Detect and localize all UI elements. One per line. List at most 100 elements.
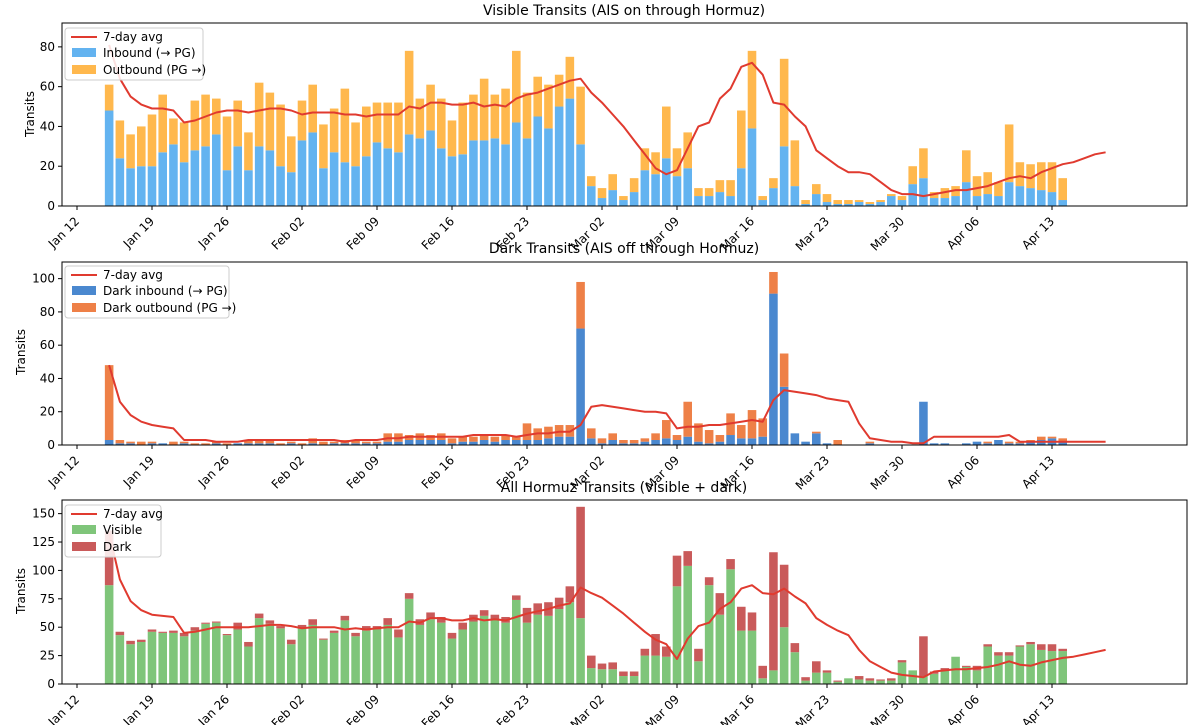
bar-visible_outbound <box>962 150 971 183</box>
bar-dark_outbound <box>587 428 596 439</box>
bar-dark_inbound <box>929 443 939 445</box>
bar-visible_inbound <box>629 192 639 206</box>
bar-visible_inbound <box>479 140 489 206</box>
bar-all_dark <box>126 640 135 645</box>
bar-all_visible <box>115 635 125 684</box>
bar-visible_outbound <box>287 136 296 173</box>
bar-visible_inbound <box>1047 192 1057 206</box>
bar-visible_outbound <box>190 100 200 151</box>
bar-dark_outbound <box>137 441 146 445</box>
bar-dark_outbound <box>115 440 125 444</box>
bar-visible_inbound <box>329 152 339 206</box>
bar-dark_inbound <box>694 441 703 445</box>
bar-visible_inbound <box>704 196 714 206</box>
bar-visible_outbound <box>533 76 542 117</box>
bar-visible_inbound <box>169 144 178 206</box>
dark-transits-panel: Dark Transits (AIS off through Hormuz) T… <box>14 241 1188 493</box>
bar-all_dark <box>929 671 939 674</box>
bar-dark_outbound <box>297 443 307 445</box>
bar-all_dark <box>554 597 564 610</box>
bar-visible_inbound <box>201 146 210 206</box>
bar-visible_inbound <box>126 168 135 206</box>
bar-visible_inbound <box>426 130 435 206</box>
bar-visible_inbound <box>372 142 382 206</box>
bar-all_visible <box>587 668 596 684</box>
bar-visible_outbound <box>1015 162 1025 187</box>
bar-dark_inbound <box>287 443 296 445</box>
bar-all_dark <box>865 678 875 681</box>
bar-visible_outbound <box>565 56 575 99</box>
bar-all_visible <box>704 585 714 684</box>
bar-visible_inbound <box>897 200 907 206</box>
bar-dark_outbound <box>490 436 500 442</box>
x-tick-label: Feb 09 <box>344 453 382 491</box>
bar-layer <box>104 506 1067 684</box>
bar-dark_inbound <box>629 443 639 445</box>
bar-dark_outbound <box>758 418 767 437</box>
bar-visible_outbound <box>769 178 778 189</box>
bar-visible_outbound <box>415 98 425 139</box>
bar-all_visible <box>983 646 992 684</box>
bar-dark_inbound <box>554 436 564 445</box>
y-tick-label: 60 <box>40 338 55 352</box>
bar-visible_outbound <box>587 176 596 187</box>
bar-dark_inbound <box>212 443 221 445</box>
bar-dark_outbound <box>662 420 671 439</box>
bar-all_visible <box>565 602 575 684</box>
bar-all_dark <box>137 639 146 642</box>
bar-visible_outbound <box>126 134 135 169</box>
bar-visible_outbound <box>908 166 917 185</box>
bar-all_visible <box>297 628 307 684</box>
bar-dark_outbound <box>447 438 457 444</box>
bar-dark_inbound <box>522 440 532 445</box>
legend-outbound-swatch <box>72 65 96 74</box>
bar-visible_outbound <box>694 188 703 197</box>
bar-visible_outbound <box>715 180 725 193</box>
bar-all_dark <box>887 678 896 681</box>
bar-all_dark <box>619 671 628 677</box>
y-tick-label: 40 <box>40 371 55 385</box>
bar-dark_inbound <box>329 443 339 445</box>
y-tick-label: 60 <box>40 80 55 94</box>
bar-visible_inbound <box>919 178 928 206</box>
bar-dark_outbound <box>329 441 339 444</box>
bar-visible_outbound <box>887 194 896 197</box>
bar-dark_inbound <box>790 433 800 445</box>
x-tick-label: Apr 06 <box>944 692 982 725</box>
avg-line-layer <box>108 532 1106 679</box>
bar-dark_inbound <box>662 438 671 445</box>
bar-dark_outbound <box>672 435 682 441</box>
bar-dark_inbound <box>608 440 617 445</box>
bar-all_visible <box>790 652 800 684</box>
y-tick-label: 0 <box>47 199 55 213</box>
y-tick-label: 150 <box>32 507 55 521</box>
x-tick-label: Feb 16 <box>419 692 457 725</box>
bar-all_visible <box>415 624 425 684</box>
bar-dark_outbound <box>694 423 703 442</box>
bar-dark_inbound <box>447 443 457 445</box>
bar-visible_inbound <box>533 116 542 206</box>
bar-all_visible <box>962 666 971 684</box>
bar-all_dark <box>276 626 285 629</box>
bar-dark_inbound <box>233 443 242 445</box>
bar-visible_inbound <box>137 166 146 206</box>
x-tick-label: Apr 13 <box>1019 692 1057 725</box>
bar-all_visible <box>940 670 950 684</box>
legend-avg-label: 7-day avg <box>103 30 163 44</box>
bar-all_dark <box>1058 648 1067 652</box>
bar-dark_outbound <box>351 440 360 444</box>
avg-line-layer <box>108 364 1106 445</box>
bar-all_visible <box>372 629 382 684</box>
bar-dark_outbound <box>779 353 789 387</box>
bar-visible_inbound <box>758 200 767 206</box>
bar-dark_inbound <box>115 443 125 445</box>
bar-dark_inbound <box>812 433 821 445</box>
bar-visible_outbound <box>147 114 157 167</box>
bar-all_visible <box>812 672 821 684</box>
bar-all_dark <box>587 655 596 669</box>
bar-all_visible <box>833 681 842 684</box>
bar-all_dark <box>704 577 714 586</box>
bar-all_visible <box>265 623 275 684</box>
bar-visible_outbound <box>372 102 382 143</box>
